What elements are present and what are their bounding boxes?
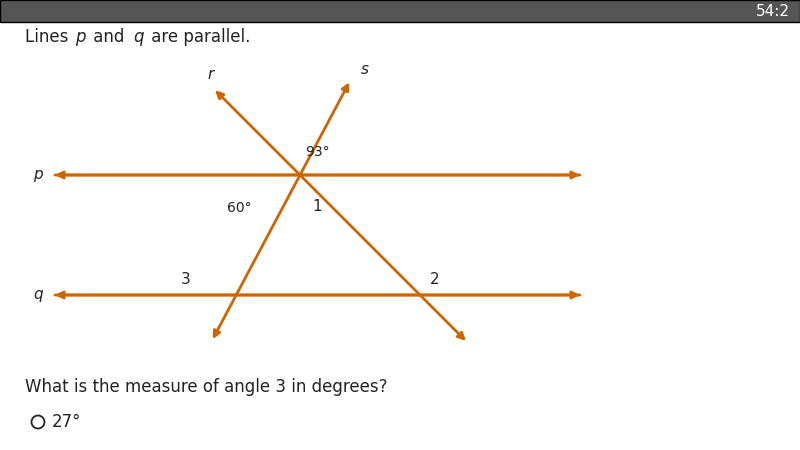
Text: 93°: 93° xyxy=(305,145,330,159)
Text: Lines: Lines xyxy=(25,28,74,46)
FancyBboxPatch shape xyxy=(0,0,800,22)
Text: 3: 3 xyxy=(181,272,191,287)
Text: q: q xyxy=(133,28,143,46)
Text: r: r xyxy=(207,67,214,82)
Text: p: p xyxy=(34,167,43,183)
Text: 1: 1 xyxy=(312,199,322,214)
Text: are parallel.: are parallel. xyxy=(146,28,250,46)
Text: What is the measure of angle 3 in degrees?: What is the measure of angle 3 in degree… xyxy=(25,378,387,396)
Text: and: and xyxy=(88,28,130,46)
Text: 27°: 27° xyxy=(52,413,82,431)
Text: q: q xyxy=(34,288,43,302)
Text: 60°: 60° xyxy=(227,201,252,215)
Text: s: s xyxy=(362,62,370,77)
Text: 2: 2 xyxy=(430,272,440,287)
Text: p: p xyxy=(75,28,86,46)
Text: 54:2: 54:2 xyxy=(756,4,790,18)
